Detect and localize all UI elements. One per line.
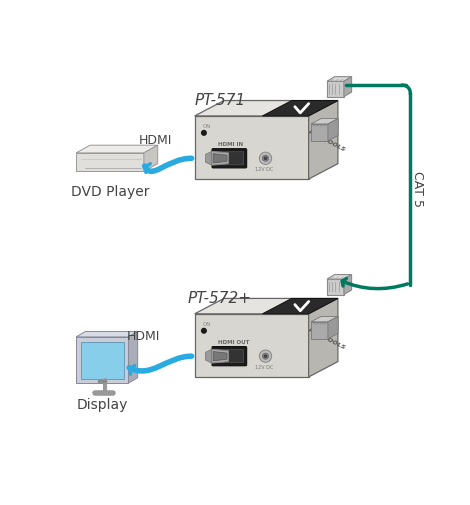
Polygon shape	[328, 317, 338, 339]
Circle shape	[262, 354, 268, 360]
Polygon shape	[309, 102, 338, 180]
Text: Pico TOOLS: Pico TOOLS	[307, 327, 345, 349]
Circle shape	[262, 156, 268, 162]
Text: 12V DC: 12V DC	[255, 167, 273, 172]
Polygon shape	[76, 146, 158, 154]
Text: ON: ON	[203, 123, 211, 128]
Circle shape	[259, 153, 272, 165]
Circle shape	[264, 356, 266, 358]
Polygon shape	[311, 119, 338, 125]
Polygon shape	[311, 322, 328, 339]
Polygon shape	[205, 152, 212, 166]
Text: HDMI: HDMI	[139, 133, 172, 146]
Polygon shape	[328, 119, 338, 141]
Circle shape	[202, 329, 206, 333]
Polygon shape	[262, 299, 338, 314]
Text: Pico TOOLS: Pico TOOLS	[307, 129, 345, 152]
Polygon shape	[195, 117, 309, 180]
Polygon shape	[195, 299, 338, 314]
Polygon shape	[309, 299, 338, 377]
Text: Display: Display	[77, 397, 128, 411]
Polygon shape	[311, 125, 328, 141]
Polygon shape	[344, 77, 352, 97]
Polygon shape	[213, 352, 227, 361]
Polygon shape	[344, 275, 352, 295]
Polygon shape	[128, 332, 138, 383]
Circle shape	[264, 158, 266, 160]
Polygon shape	[327, 77, 352, 82]
FancyBboxPatch shape	[212, 347, 247, 366]
Polygon shape	[327, 280, 344, 295]
Polygon shape	[311, 317, 338, 322]
Text: PT-572+: PT-572+	[188, 290, 252, 305]
Polygon shape	[262, 102, 338, 117]
Polygon shape	[76, 154, 144, 172]
Text: HDMI: HDMI	[127, 329, 160, 342]
Polygon shape	[327, 275, 352, 280]
Polygon shape	[195, 102, 338, 117]
Polygon shape	[195, 314, 309, 377]
Text: HDMI OUT: HDMI OUT	[218, 339, 249, 344]
Polygon shape	[76, 332, 138, 337]
Text: DVD Player: DVD Player	[70, 184, 149, 198]
FancyBboxPatch shape	[212, 149, 247, 169]
Polygon shape	[212, 152, 228, 166]
Circle shape	[259, 350, 272, 363]
Text: 12V DC: 12V DC	[255, 364, 273, 369]
Circle shape	[202, 131, 206, 136]
Polygon shape	[212, 349, 228, 364]
FancyBboxPatch shape	[215, 350, 243, 363]
Polygon shape	[213, 155, 227, 164]
Polygon shape	[81, 342, 124, 379]
Text: PT-571: PT-571	[194, 92, 245, 108]
FancyBboxPatch shape	[215, 153, 243, 166]
Text: ON: ON	[203, 321, 211, 326]
Text: HDMI IN: HDMI IN	[218, 142, 243, 147]
Polygon shape	[144, 146, 158, 172]
Polygon shape	[76, 337, 128, 383]
Polygon shape	[205, 349, 212, 364]
Text: CAT 5: CAT 5	[411, 171, 424, 207]
Polygon shape	[327, 82, 344, 97]
